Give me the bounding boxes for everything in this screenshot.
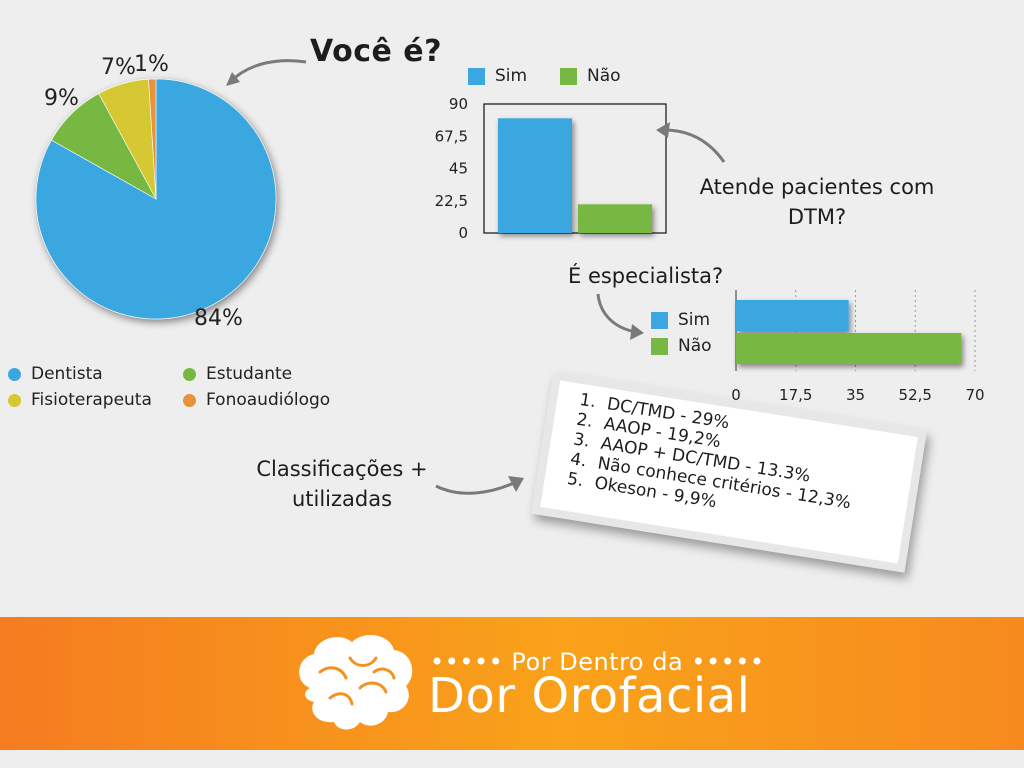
question-classificacoes: Classificações + utilizadas xyxy=(256,457,428,511)
legend-label: Fonoaudiólogo xyxy=(206,390,331,410)
legend-label: Dentista xyxy=(31,364,103,384)
vbar-ytick-label: 90 xyxy=(449,95,468,113)
pie-chart xyxy=(35,78,277,320)
hbar-bar-sim xyxy=(736,300,849,331)
vbar-legend-swatch-sim xyxy=(468,67,485,85)
brand-main-line: Dor Orofacial xyxy=(428,668,751,724)
hbar-legend-swatch-sim xyxy=(651,311,668,329)
arrow-voce-e-icon xyxy=(226,59,307,86)
vbar-ytick-label: 22,5 xyxy=(435,192,468,210)
arrow-especialista-icon xyxy=(596,293,644,340)
hbar-legend-nao: Não xyxy=(651,336,712,356)
footer-bottom-strip xyxy=(0,750,1024,768)
vbar-legend-nao: Não xyxy=(560,66,621,86)
hbar-legend-swatch-nao xyxy=(651,337,668,355)
arrow-classificacoes-icon xyxy=(435,476,524,495)
legend-dot-fisioterapeuta xyxy=(8,393,21,407)
brain-icon xyxy=(299,635,413,730)
legend-fonoaudiologo: Fonoaudiólogo xyxy=(183,390,330,410)
arrow-atende-icon xyxy=(656,122,726,163)
pie-label-estudante: 9% xyxy=(44,86,79,111)
question-voce-e: Você é? xyxy=(310,34,443,69)
classifications-list: DC/TMD - 29% AAOP - 19,2% AAOP + DC/TMD … xyxy=(559,389,901,539)
vbar-legend-sim: Sim xyxy=(468,66,527,86)
vbar-chart: 90 67,5 45 22,5 0 xyxy=(435,95,667,242)
legend-label: Sim xyxy=(495,66,528,86)
legend-dentista: Dentista xyxy=(8,364,103,384)
pie-slice-dentista xyxy=(35,78,277,320)
brand-top-line: ••••• Por Dentro da ••••• xyxy=(430,648,765,676)
legend-fisioterapeuta: Fisioterapeuta xyxy=(8,390,152,410)
hbar-bar-nao xyxy=(736,333,962,364)
legend-label: Sim xyxy=(678,310,711,330)
legend-label: Não xyxy=(678,336,712,356)
hbar-xtick-label: 0 xyxy=(731,386,741,404)
vbar-ytick-label: 67,5 xyxy=(435,127,468,145)
legend-dot-estudante xyxy=(183,367,196,381)
question-especialista: É especialista? xyxy=(568,264,724,288)
vbar-plot-frame xyxy=(483,103,667,234)
legend-estudante: Estudante xyxy=(183,364,292,384)
vbar-legend-swatch-nao xyxy=(560,67,577,85)
footer-banner xyxy=(0,617,1024,750)
legend-label: Estudante xyxy=(206,364,293,384)
vbar-ytick-label: 0 xyxy=(458,224,468,242)
vbar-ytick-label: 45 xyxy=(449,160,468,178)
hbar-chart: 0 17,5 35 52,5 70 xyxy=(731,290,985,404)
hbar-xtick-label: 17,5 xyxy=(779,386,812,404)
hbar-xtick-label: 70 xyxy=(965,386,984,404)
legend-dot-fonoaudiologo xyxy=(183,393,196,407)
hbar-xtick-label: 35 xyxy=(846,386,865,404)
legend-label: Não xyxy=(587,66,621,86)
pie-slice-fonoaudiologo xyxy=(148,78,157,200)
legend-dot-dentista xyxy=(8,367,21,381)
legend-label: Fisioterapeuta xyxy=(31,390,152,410)
hbar-legend-sim: Sim xyxy=(651,310,710,330)
pie-label-fonoaudiologo: 1% xyxy=(134,52,169,77)
vbar-bar-nao xyxy=(578,204,652,233)
pie-label-fisioterapeuta: 7% xyxy=(101,55,136,80)
vbar-bar-sim xyxy=(498,118,572,233)
hbar-xtick-label: 52,5 xyxy=(899,386,932,404)
pie-label-dentista: 84% xyxy=(194,306,243,331)
question-atende: Atende pacientes com DTM? xyxy=(699,175,935,229)
